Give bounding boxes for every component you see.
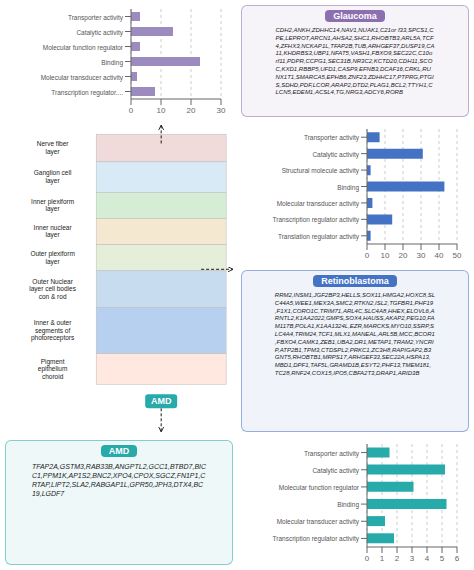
html-text:AMD: AMD bbox=[108, 446, 130, 456]
html-text:RRM2,INSM1,JGF2BP3,HELLS,SOX11: RRM2,INSM1,JGF2BP3,HELLS,SOX11,HMGA2,HOX… bbox=[274, 292, 436, 376]
svg-text:Molecular transducer activity: Molecular transducer activity bbox=[277, 200, 360, 208]
svg-text:Transcription regulator activi: Transcription regulator activity bbox=[273, 535, 360, 543]
svg-text:Catalytic activity: Catalytic activity bbox=[312, 151, 359, 159]
svg-text:Pigmentepitheliumchoroid: Pigmentepitheliumchoroid bbox=[38, 358, 68, 380]
svg-text:Binding: Binding bbox=[101, 59, 123, 67]
svg-text:Inner plexiformlayer: Inner plexiformlayer bbox=[31, 198, 74, 214]
svg-text:Binding: Binding bbox=[337, 501, 359, 509]
svg-text:Structural molecule activity: Structural molecule activity bbox=[282, 167, 360, 175]
svg-text:30: 30 bbox=[417, 251, 426, 260]
svg-text:Nerve fiberlayer: Nerve fiberlayer bbox=[37, 140, 70, 156]
svg-text:20: 20 bbox=[399, 251, 408, 260]
svg-text:Transcription regulator....: Transcription regulator.... bbox=[51, 89, 123, 97]
svg-text:6: 6 bbox=[455, 554, 460, 563]
svg-text:0: 0 bbox=[365, 554, 370, 563]
svg-text:Inner & outersegments ofphotor: Inner & outersegments ofphotoreceptors bbox=[31, 319, 75, 342]
svg-text:Binding: Binding bbox=[337, 184, 359, 192]
svg-text:Ganglion celllayer: Ganglion celllayer bbox=[34, 169, 72, 185]
svg-text:Molecular transducer activity: Molecular transducer activity bbox=[41, 74, 124, 82]
svg-text:Outer Nuclearlayer cell bodies: Outer Nuclearlayer cell bodiescon & rod bbox=[29, 278, 76, 300]
html-text:TFAP2A,GSTM3,RAB33B,ANGPTL2,GC: TFAP2A,GSTM3,RAB33B,ANGPTL2,GCC1,BTBD7,B… bbox=[31, 463, 207, 498]
svg-text:2: 2 bbox=[395, 554, 400, 563]
svg-text:30: 30 bbox=[217, 106, 226, 115]
svg-text:10: 10 bbox=[381, 251, 390, 260]
svg-text:4: 4 bbox=[425, 554, 430, 563]
svg-text:AMD: AMD bbox=[151, 396, 172, 406]
html-text:Retinoblastoma: Retinoblastoma bbox=[321, 276, 389, 286]
html-text:CDH2,ANKH,ZDHHC14,NAV1,NUAK1,C: CDH2,ANKH,ZDHHC14,NAV1,NUAK1,C21or f33,S… bbox=[275, 27, 435, 96]
svg-text:Transporter activity: Transporter activity bbox=[68, 14, 124, 22]
svg-text:Transporter activity: Transporter activity bbox=[304, 450, 360, 458]
svg-text:50: 50 bbox=[453, 251, 462, 260]
svg-text:3: 3 bbox=[410, 554, 415, 563]
svg-text:Molecular transducer activity: Molecular transducer activity bbox=[277, 518, 360, 526]
svg-text:Catalytic activity: Catalytic activity bbox=[312, 467, 359, 475]
svg-text:Catalytic activity: Catalytic activity bbox=[76, 29, 123, 37]
svg-text:Transporter activity: Transporter activity bbox=[304, 134, 360, 142]
svg-text:5: 5 bbox=[440, 554, 445, 563]
html-text:Glaucoma: Glaucoma bbox=[333, 11, 377, 21]
svg-text:Outer plexiformlayer: Outer plexiformlayer bbox=[30, 250, 74, 266]
svg-text:20: 20 bbox=[187, 106, 196, 115]
svg-text:Transcription regulator activi: Transcription regulator activity bbox=[273, 216, 360, 224]
svg-text:Inner nuclearlayer: Inner nuclearlayer bbox=[34, 224, 73, 240]
svg-text:Translation regulator activity: Translation regulator activity bbox=[278, 233, 360, 241]
svg-text:1: 1 bbox=[380, 554, 385, 563]
svg-text:0: 0 bbox=[129, 106, 134, 115]
svg-text:40: 40 bbox=[435, 251, 444, 260]
svg-text:Molecular function regulator: Molecular function regulator bbox=[279, 484, 360, 492]
svg-text:10: 10 bbox=[157, 106, 166, 115]
svg-text:Molecular function regulator: Molecular function regulator bbox=[43, 44, 124, 52]
svg-text:0: 0 bbox=[365, 251, 370, 260]
